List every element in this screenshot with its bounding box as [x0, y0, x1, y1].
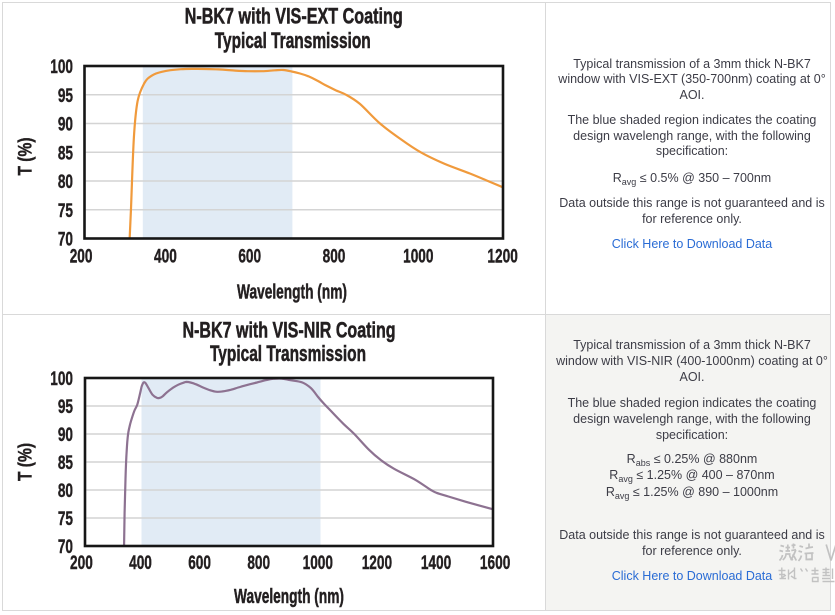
- svg-text:600: 600: [238, 245, 261, 267]
- svg-text:Wavelength (nm): Wavelength (nm): [234, 584, 344, 608]
- svg-text:75: 75: [58, 508, 73, 530]
- svg-text:95: 95: [58, 396, 73, 418]
- svg-text:Wavelength (nm): Wavelength (nm): [237, 279, 347, 303]
- svg-text:Typical Transmission: Typical Transmission: [215, 29, 371, 53]
- svg-text:Typical Transmission: Typical Transmission: [210, 342, 366, 366]
- svg-text:800: 800: [247, 552, 270, 574]
- svg-text:400: 400: [129, 552, 152, 574]
- svg-text:70: 70: [58, 228, 73, 250]
- svg-text:90: 90: [58, 424, 73, 446]
- svg-text:100: 100: [50, 56, 73, 78]
- svg-text:T (%): T (%): [14, 443, 36, 481]
- svg-text:N-BK7 with VIS-NIR Coating: N-BK7 with VIS-NIR Coating: [182, 318, 395, 343]
- svg-text:85: 85: [58, 452, 73, 474]
- svg-text:80: 80: [58, 171, 73, 193]
- svg-text:1200: 1200: [362, 552, 392, 574]
- svg-text:90: 90: [58, 113, 73, 135]
- svg-text:95: 95: [58, 84, 73, 106]
- svg-text:1600: 1600: [480, 552, 510, 574]
- svg-text:N-BK7 with VIS-EXT Coating: N-BK7 with VIS-EXT Coating: [185, 4, 403, 29]
- svg-text:100: 100: [50, 368, 73, 390]
- svg-text:75: 75: [58, 199, 73, 221]
- svg-text:T (%): T (%): [14, 137, 36, 175]
- svg-text:1000: 1000: [403, 245, 433, 267]
- svg-text:70: 70: [58, 536, 73, 558]
- svg-text:85: 85: [58, 142, 73, 164]
- svg-text:200: 200: [70, 245, 93, 267]
- svg-text:80: 80: [58, 480, 73, 502]
- svg-text:1400: 1400: [421, 552, 451, 574]
- svg-text:1200: 1200: [487, 245, 517, 267]
- svg-text:800: 800: [323, 245, 346, 267]
- svg-text:1000: 1000: [303, 552, 333, 574]
- svg-text:200: 200: [70, 552, 93, 574]
- svg-text:400: 400: [154, 245, 177, 267]
- svg-text:600: 600: [188, 552, 211, 574]
